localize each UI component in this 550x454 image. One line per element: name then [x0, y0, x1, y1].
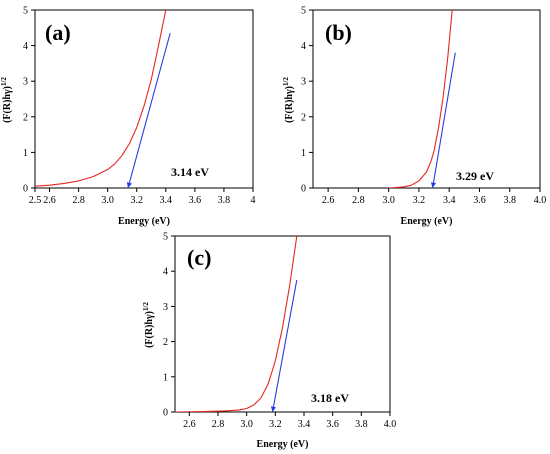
x-tick-label: 3.4: [160, 195, 173, 206]
x-tick-label: 3.6: [326, 419, 339, 430]
tangent-line: [271, 279, 298, 412]
y-tick-label: 2: [163, 337, 168, 348]
y-tick-label: 2: [23, 112, 28, 123]
x-tick-label: 3.8: [503, 195, 516, 206]
x-tick-label: 3.4: [298, 419, 311, 430]
y-tick-label: 0: [301, 184, 306, 195]
x-tick-label: 3.0: [382, 195, 395, 206]
band-gap-label: 3.18 eV: [311, 391, 349, 405]
x-axis-title: Energy (eV): [118, 216, 170, 227]
x-tick-label: 3.4: [443, 195, 456, 206]
y-tick-label: 3: [301, 77, 306, 88]
x-tick-label: 2.6: [183, 419, 196, 430]
intercept-arrowhead: [430, 182, 436, 188]
x-tick-label: 2.8: [352, 195, 365, 206]
x-tick-label: 2.6: [322, 195, 335, 206]
x-tick-label: 3.6: [189, 195, 202, 206]
y-tick-label: 0: [23, 184, 28, 195]
y-tick-label: 5: [301, 6, 306, 17]
panel-2: 2.6 2.8 3.0 3.2 3.4 3.6 3.8 4.0 0 1 2 3 4 5 Energy (eV…: [142, 232, 396, 451]
absorption-curve: [388, 10, 453, 188]
x-tick-label: 3.2: [130, 195, 143, 206]
x-tick-label: 4: [251, 195, 256, 206]
panel-label: (b): [325, 20, 352, 45]
tangent-line: [127, 32, 171, 188]
y-tick-label: 5: [163, 232, 168, 243]
x-tick-label: 2.6: [43, 195, 56, 206]
y-tick-label: 1: [301, 148, 306, 159]
x-tick-label: 4.0: [534, 195, 547, 206]
plot-frame: [312, 9, 541, 189]
x-tick-label: 3.8: [218, 195, 231, 206]
y-tick-label: 4: [301, 41, 306, 52]
y-tick-label: 4: [23, 41, 28, 52]
y-tick-label: 5: [23, 6, 28, 17]
x-tick-label: 3.2: [269, 419, 282, 430]
intercept-arrowhead: [270, 406, 276, 412]
y-axis-title: (F(R)hγ)1/2: [282, 77, 295, 123]
intercept-arrowhead: [126, 182, 132, 188]
band-gap-label: 3.29 eV: [456, 169, 494, 183]
y-tick-label: 3: [163, 302, 168, 313]
y-tick-label: 0: [163, 408, 168, 419]
tangent-line: [432, 52, 456, 188]
panel-0: 2.5 2.6 2.8 3.0 3.2 3.4 3.6 3.8 4 0 1 2 3 4 5 Energy (e…: [0, 6, 256, 228]
x-tick-label: 3.0: [240, 419, 253, 430]
y-axis-title: (F(R)hγ)1/2: [142, 302, 155, 348]
plot-frame: [34, 9, 254, 189]
x-tick-label: 4.0: [384, 419, 397, 430]
y-axis-title: (F(R)hγ)1/2: [0, 77, 13, 123]
y-tick-label: 3: [23, 77, 28, 88]
panel-label: (a): [45, 20, 71, 45]
y-tick-label: 2: [301, 112, 306, 123]
y-tick-label: 1: [23, 148, 28, 159]
plot-frame: [174, 235, 391, 413]
x-tick-label: 2.8: [212, 419, 225, 430]
y-tick-label: 4: [163, 267, 168, 278]
x-tick-label: 2.5: [29, 195, 42, 206]
x-axis-title: Energy (eV): [257, 439, 309, 450]
x-tick-label: 2.8: [72, 195, 85, 206]
x-tick-label: 3.6: [473, 195, 486, 206]
x-axis-title: Energy (eV): [401, 216, 453, 227]
panel-label: (c): [187, 245, 211, 270]
x-tick-label: 3.2: [413, 195, 426, 206]
absorption-curve: [175, 236, 298, 412]
absorption-curve: [35, 10, 167, 187]
panel-1: 2.6 2.8 3.0 3.2 3.4 3.6 3.8 4.0 0 1 2 3 4 5 Energy (eV…: [282, 6, 546, 228]
y-tick-label: 1: [163, 372, 168, 383]
x-tick-label: 3.8: [355, 419, 368, 430]
band-gap-label: 3.14 eV: [171, 165, 209, 179]
x-tick-label: 3.0: [101, 195, 114, 206]
